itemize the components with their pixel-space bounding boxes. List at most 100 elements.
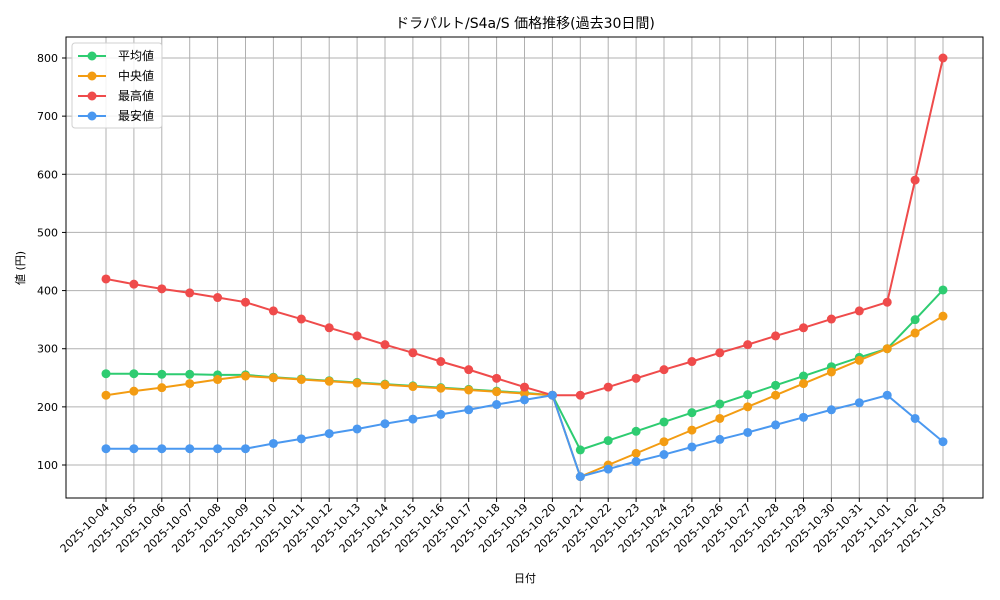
- data-point: [771, 390, 781, 400]
- data-point: [157, 444, 167, 454]
- data-point: [436, 409, 446, 419]
- data-point: [241, 297, 250, 307]
- data-point: [408, 414, 418, 424]
- data-point: [157, 369, 167, 379]
- data-point: [575, 445, 585, 455]
- data-point: [268, 306, 278, 316]
- data-point: [492, 400, 502, 410]
- data-point: [492, 373, 502, 383]
- data-point: [101, 444, 111, 454]
- data-point: [659, 365, 669, 375]
- data-point: [380, 340, 390, 350]
- data-point: [520, 382, 529, 392]
- data-point: [743, 340, 753, 350]
- data-point: [938, 311, 948, 321]
- data-point: [882, 297, 892, 307]
- legend-marker-icon: [87, 91, 97, 101]
- data-point: [910, 413, 920, 423]
- data-point: [826, 367, 836, 377]
- data-point: [715, 348, 725, 358]
- legend-label: 最高値: [118, 88, 154, 103]
- legend-label: 中央値: [118, 68, 154, 83]
- series-3: [101, 390, 948, 482]
- data-point: [101, 274, 111, 284]
- y-tick-label: 700: [37, 110, 58, 123]
- data-point: [408, 382, 418, 392]
- data-series: [101, 53, 948, 482]
- data-point: [213, 293, 223, 303]
- y-tick-label: 100: [37, 459, 58, 472]
- legend-label: 最安値: [118, 108, 154, 123]
- legend-box: [71, 42, 163, 129]
- data-point: [715, 434, 725, 444]
- data-point: [799, 323, 808, 333]
- data-point: [296, 434, 306, 444]
- data-point: [631, 457, 641, 467]
- y-tick-label: 500: [37, 226, 58, 239]
- data-point: [241, 371, 250, 381]
- y-tick-label: 300: [37, 343, 58, 356]
- data-point: [324, 376, 334, 386]
- data-point: [938, 437, 948, 447]
- y-tick-label: 200: [37, 401, 58, 414]
- y-axis-label: 値 (円): [14, 251, 27, 285]
- data-point: [799, 412, 808, 422]
- data-point: [436, 357, 446, 367]
- data-point: [715, 399, 725, 409]
- x-axis-ticks: 2025-10-042025-10-052025-10-062025-10-07…: [58, 498, 949, 555]
- data-point: [631, 426, 641, 436]
- legend-label: 平均値: [118, 48, 154, 63]
- data-point: [185, 444, 195, 454]
- data-point: [464, 385, 474, 395]
- data-point: [910, 175, 920, 185]
- data-point: [464, 365, 474, 375]
- data-point: [464, 405, 474, 415]
- chart-title: ドラパルト/S4a/S 価格推移(過去30日間): [395, 16, 655, 32]
- data-point: [296, 314, 306, 324]
- data-point: [213, 375, 223, 385]
- legend-marker-icon: [87, 111, 97, 121]
- y-tick-label: 800: [37, 52, 58, 65]
- data-point: [101, 369, 111, 379]
- data-point: [408, 348, 418, 358]
- data-point: [603, 464, 613, 474]
- data-point: [241, 444, 250, 454]
- data-point: [603, 436, 613, 446]
- data-point: [771, 331, 781, 341]
- data-point: [575, 472, 585, 482]
- data-point: [296, 375, 306, 385]
- data-point: [882, 390, 892, 400]
- data-point: [910, 328, 920, 338]
- data-point: [631, 448, 641, 458]
- data-point: [771, 380, 781, 390]
- data-point: [799, 379, 808, 389]
- data-point: [687, 408, 697, 418]
- data-point: [268, 373, 278, 383]
- data-point: [436, 383, 446, 393]
- data-point: [659, 450, 669, 460]
- data-point: [213, 444, 223, 454]
- data-point: [185, 369, 195, 379]
- y-axis-ticks: 100 200 300 400 500 600 700 800: [37, 52, 66, 472]
- data-point: [603, 382, 613, 392]
- data-point: [854, 306, 864, 316]
- data-point: [352, 378, 362, 388]
- data-point: [743, 427, 753, 437]
- data-point: [129, 386, 139, 396]
- data-point: [687, 442, 697, 452]
- data-point: [743, 402, 753, 412]
- data-point: [352, 331, 362, 341]
- data-point: [520, 388, 529, 398]
- data-point: [826, 314, 836, 324]
- data-point: [631, 373, 641, 383]
- data-point: [520, 395, 529, 405]
- data-point: [938, 53, 948, 63]
- data-point: [882, 344, 892, 354]
- data-point: [854, 355, 864, 365]
- data-point: [129, 444, 139, 454]
- data-point: [771, 420, 781, 430]
- data-point: [492, 387, 502, 397]
- data-point: [575, 390, 585, 400]
